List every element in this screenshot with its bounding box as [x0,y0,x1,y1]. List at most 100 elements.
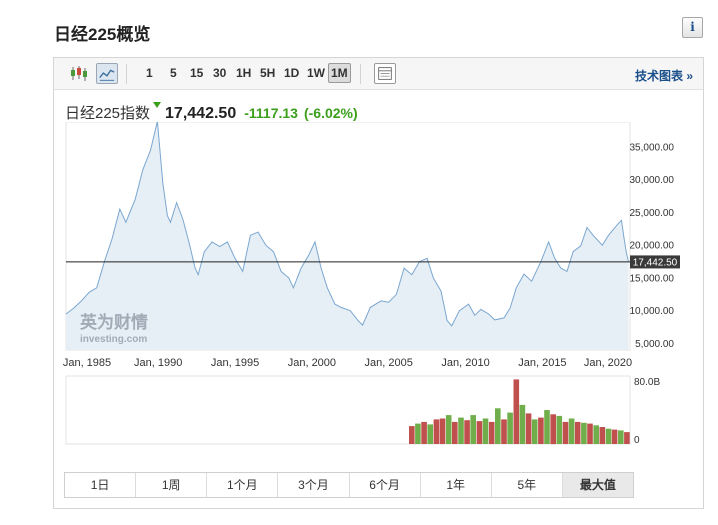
y-tick-label: 15,000.00 [630,273,675,284]
price-line [65,122,629,327]
volume-bar [427,424,433,444]
interval-1m[interactable]: 1M [328,63,351,83]
volume-bar [409,426,415,444]
volume-bar [593,425,599,444]
toolbar-separator [360,64,361,84]
range-max[interactable]: 最大值 [562,473,633,497]
volume-bar [458,417,464,444]
y-tick-label: 10,000.00 [630,306,675,317]
volume-bar [476,421,483,444]
volume-axis-ticks: 80.0B 0 [634,377,660,446]
chart-panel: 1 5 15 30 1H 5H 1D 1W 1M 技术图表 » 日经225指数 1… [53,57,704,509]
interval-30[interactable]: 30 [213,66,227,80]
index-chart[interactable]: 英为财情 investing.com 5,000.00 10,000.00 15,0… [54,122,703,466]
investing-watermark: 英为财情 investing.com [80,312,148,345]
volume-bar [415,423,421,444]
volume-bar [556,415,563,444]
volume-bar [605,428,612,444]
data-table-icon[interactable] [374,63,396,84]
volume-tick-label: 80.0B [634,377,660,388]
volume-bar [507,412,513,444]
technical-chart-link[interactable]: 技术图表 » [634,69,693,83]
range-1d[interactable]: 1日 [65,473,137,497]
x-axis-ticks: Jan, 1985 Jan, 1990 Jan, 1995 Jan, 2000 Jan,… [63,357,632,369]
volume-bar [624,432,630,444]
current-price-tag-label: 17,442.50 [633,257,678,268]
price-area-fill [66,122,629,350]
volume-bar [599,427,606,444]
page-title: 日经225概览 [54,25,151,44]
y-tick-label: 35,000.00 [630,142,675,153]
interval-1d[interactable]: 1D [284,66,300,80]
y-tick-label: 20,000.00 [630,241,675,252]
volume-bar [482,418,489,444]
x-tick-label: Jan, 1990 [134,357,182,369]
interval-1[interactable]: 1 [146,66,153,80]
watermark-brand-en: investing.com [80,334,147,345]
volume-bar [495,408,501,444]
volume-bar [513,379,520,444]
interval-1w[interactable]: 1W [307,66,325,80]
x-tick-label: Jan, 2005 [365,357,413,369]
x-tick-label: Jan, 2015 [518,357,566,369]
volume-bars [409,379,630,445]
range-1m[interactable]: 1个月 [207,473,279,497]
range-5y[interactable]: 5年 [492,473,563,497]
volume-bar [538,417,544,444]
volume-bar [445,415,452,444]
volume-tick-label: 0 [634,435,640,446]
interval-1h[interactable]: 1H [236,66,252,80]
range-1w[interactable]: 1周 [136,473,208,497]
quote-line: 日经225指数 17,442.50 -1117.13 (-6.02%) [65,102,358,123]
volume-bar [568,418,575,444]
volume-bar [581,422,587,445]
volume-bar [544,410,550,444]
x-tick-label: Jan, 1985 [63,357,111,369]
range-6m[interactable]: 6个月 [350,473,421,497]
volume-bar [421,421,427,444]
interval-5h[interactable]: 5H [260,66,276,80]
interval-5[interactable]: 5 [170,66,177,80]
volume-bar [464,420,470,444]
instrument-name: 日经225指数 [65,105,151,122]
price-change: -1117.13 [244,105,298,121]
range-1y[interactable]: 1年 [421,473,492,497]
time-range-selector: 1日 1周 1个月 3个月 6个月 1年 5年 最大值 [64,472,634,498]
y-axis-ticks: 5,000.00 10,000.00 15,000.00 20,000.00 25,00… [630,142,675,350]
chart-toolbar: 1 5 15 30 1H 5H 1D 1W 1M 技术图表 » [54,58,703,90]
volume-bar [519,404,526,444]
volume-bar [611,429,618,444]
volume-bar [531,419,538,444]
y-tick-label: 5,000.00 [635,339,674,350]
toolbar-separator [126,64,127,84]
last-price: 17,442.50 [165,105,237,122]
watermark-brand-cn: 英为财情 [80,312,148,333]
volume-bar [470,415,476,444]
volume-bar [562,421,569,444]
current-price-tag: 17,442.50 [630,255,680,269]
volume-bar [618,430,624,444]
x-tick-label: Jan, 2020 [584,357,632,369]
range-3m[interactable]: 3个月 [278,473,350,497]
volume-bar [525,413,532,444]
volume-bar [550,414,556,445]
volume-bar [433,419,440,444]
y-tick-label: 30,000.00 [630,175,675,186]
interval-15[interactable]: 15 [190,66,204,80]
x-tick-label: Jan, 1995 [211,357,259,369]
candlestick-icon[interactable] [68,63,90,84]
volume-bar [501,419,507,444]
price-change-percent: (-6.02%) [303,105,358,121]
x-tick-label: Jan, 2000 [288,357,336,369]
area-chart-icon[interactable] [96,63,118,84]
down-arrow-icon [153,102,162,108]
volume-bar [488,421,495,444]
volume-bar [587,423,593,444]
volume-bar [574,421,581,444]
current-price-tag-bg [630,255,680,269]
info-button[interactable]: i [682,17,703,38]
y-tick-label: 25,000.00 [630,208,675,219]
x-tick-label: Jan, 2010 [441,357,489,369]
volume-bar [439,418,446,444]
volume-bar [452,421,458,444]
